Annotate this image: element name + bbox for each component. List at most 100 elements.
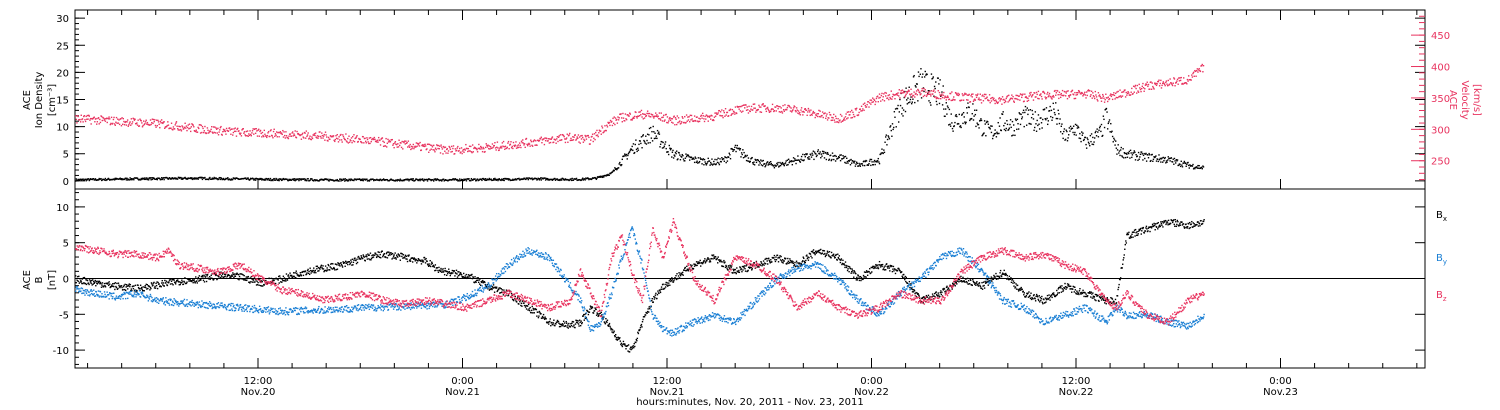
top-point (1197, 164, 1199, 167)
top-point (664, 119, 666, 121)
top-point (194, 177, 196, 179)
top-point (769, 160, 772, 163)
top-point (869, 99, 871, 101)
bottom-point-Bx (136, 290, 138, 292)
bottom-point-Bx (101, 284, 103, 286)
top-point (914, 101, 916, 104)
bottom-point-Bx (469, 277, 472, 279)
bottom-point-Bx (241, 273, 243, 276)
top-point (434, 178, 436, 181)
bottom-point-Bx (118, 286, 121, 288)
top-point (418, 178, 421, 181)
top-point (281, 179, 283, 181)
top-point (1134, 84, 1137, 87)
bottom-point-Bx (177, 279, 179, 281)
bottom-point-Bx (117, 282, 120, 284)
top-ylabel-right-line2: Velocity (1459, 80, 1470, 119)
top-point (125, 120, 127, 123)
bottom-point-Bx (161, 282, 163, 284)
top-point (980, 118, 982, 120)
bottom-point-Bx (386, 257, 389, 259)
top-point (121, 178, 123, 181)
bottom-point-Bx (271, 282, 273, 284)
top-point (1134, 159, 1137, 161)
top-point (264, 178, 266, 180)
top-point (667, 122, 669, 124)
top-point (170, 178, 173, 180)
bottom-point-Bx (92, 283, 94, 285)
bottom-point-Bx (309, 267, 311, 269)
top-point (366, 138, 369, 141)
top-point (1021, 118, 1023, 120)
bottom-point-Bx (679, 274, 682, 277)
top-point (833, 158, 835, 161)
bottom-point-Bx (312, 269, 314, 272)
bottom-point-Bx (435, 269, 437, 272)
top-point (218, 131, 220, 133)
top-point (1008, 127, 1011, 129)
top-point (1129, 149, 1132, 152)
top-point (674, 124, 676, 126)
top-point (569, 139, 572, 142)
top-point (708, 115, 710, 117)
top-point (403, 140, 406, 142)
top-point (791, 163, 794, 166)
top-point (467, 147, 470, 150)
top-point (919, 93, 922, 96)
top-point (170, 122, 173, 124)
bottom-point-Bx (77, 275, 79, 278)
bottom-point-Bx (81, 282, 83, 285)
top-point (638, 111, 640, 113)
top-point (882, 96, 884, 98)
bottom-point-Bx (194, 281, 196, 283)
top-point (90, 123, 92, 125)
top-point (319, 135, 322, 138)
top-point (1000, 129, 1003, 132)
top-point (917, 89, 920, 92)
top-point (1098, 95, 1100, 97)
top-point (860, 105, 863, 107)
top-point (536, 144, 538, 146)
bottom-point-Bx (326, 269, 329, 271)
top-point (567, 141, 569, 143)
top-point (551, 179, 554, 181)
top-point (141, 122, 143, 124)
bottom-point-Bx (335, 268, 338, 271)
top-point (556, 138, 558, 140)
top-point (533, 140, 535, 142)
bottom-point-Bx (677, 275, 680, 277)
bottom-point-Bx (333, 267, 336, 270)
top-point (128, 124, 130, 126)
top-point (488, 145, 491, 147)
bottom-point-Bx (474, 276, 476, 278)
top-point (962, 99, 965, 101)
top-point (387, 141, 390, 143)
top-point (1185, 82, 1187, 84)
top-point (197, 178, 199, 180)
top-point (870, 99, 873, 101)
bottom-point-Bx (648, 306, 650, 308)
bottom-point-Bx (691, 264, 693, 267)
top-point (939, 79, 941, 81)
bottom-point-Bx (282, 275, 285, 277)
top-point (665, 147, 667, 150)
bottom-point-Bx (135, 291, 137, 293)
bottom-point-Bx (201, 274, 204, 277)
bottom-point-Bx (198, 275, 201, 277)
top-point (252, 177, 254, 180)
top-point (596, 134, 599, 136)
top-point (1025, 124, 1028, 126)
top-point (704, 115, 706, 118)
top-point (1136, 92, 1138, 94)
bottom-point-Bx (307, 272, 310, 275)
top-point (565, 137, 568, 139)
top-point (141, 126, 144, 128)
top-point (1047, 120, 1050, 122)
bottom-point-Bx (461, 275, 463, 278)
top-point (606, 126, 609, 128)
top-point (713, 119, 715, 122)
top-point (852, 111, 854, 114)
top-point (1071, 127, 1074, 130)
top-point (407, 146, 409, 148)
top-point (753, 107, 755, 109)
